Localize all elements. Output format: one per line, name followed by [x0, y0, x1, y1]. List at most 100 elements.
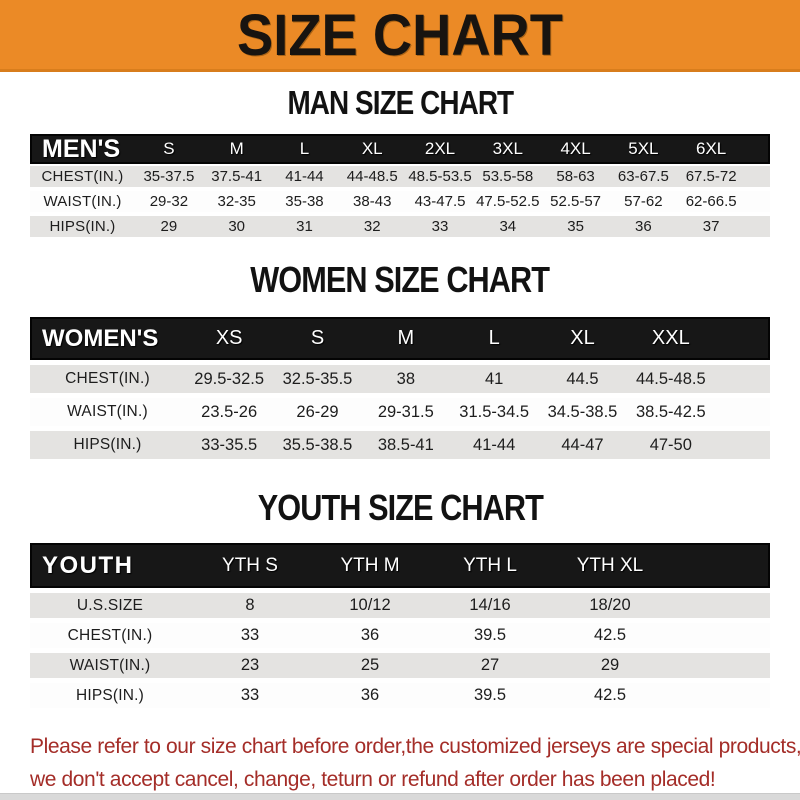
size-value-cell: 44.5 — [566, 369, 599, 388]
header-spacer — [745, 134, 770, 164]
size-value-cell: 47-50 — [649, 435, 692, 454]
size-table: WOMEN'S XS S M L XL XXL CHEST(IN.) 29.5-32.5 32.… — [30, 317, 770, 459]
size-chart-section: MAN SIZE CHART MEN'S S M L XL 2XL 3XL 4XL 5XL 6XL… — [0, 85, 800, 237]
column-header: 6XL — [696, 139, 727, 158]
size-value-cell: 63-67.5 — [617, 168, 669, 185]
size-value-cell: 52.5-57 — [550, 193, 602, 210]
size-value-cell: 36 — [360, 686, 380, 704]
row-spacer — [745, 216, 770, 237]
size-value-cell: 47.5-52.5 — [476, 193, 540, 210]
page-title: SIZE CHART — [237, 1, 563, 68]
size-value-cell: 42.5 — [593, 626, 627, 644]
section-heading-text: MAN SIZE CHART — [287, 85, 514, 122]
size-value-cell: 41-44 — [473, 435, 516, 454]
row-spacer — [670, 593, 770, 618]
size-value-cell: 39.5 — [473, 626, 507, 644]
table-body: CHEST(IN.) 29.5-32.5 32.5-35.5 38 41 44.5 44.5… — [30, 365, 770, 459]
size-value-cell: 38-43 — [353, 193, 392, 210]
size-value-cell: 35.5-38.5 — [282, 435, 353, 454]
size-value-cell: 33-35.5 — [201, 435, 258, 454]
charts-container: MAN SIZE CHART MEN'S S M L XL 2XL 3XL 4XL 5XL 6XL… — [0, 85, 800, 708]
footer-line-1: Please refer to our size chart before or… — [30, 735, 800, 758]
row-spacer — [715, 365, 770, 393]
size-chart-section: WOMEN SIZE CHART WOMEN'S XS S M L XL XXL CHEST… — [0, 259, 800, 459]
header-spacer — [670, 543, 770, 588]
row-label: HIPS(IN.) — [75, 686, 145, 704]
size-value-cell: 38.5-42.5 — [635, 402, 706, 421]
table-header-row: WOMEN'S XS S M L XL XXL — [30, 317, 770, 360]
column-header: L — [488, 327, 500, 349]
size-value-cell: 30 — [228, 218, 246, 235]
size-value-cell: 37.5-41 — [211, 168, 263, 185]
column-header: XS — [215, 327, 243, 349]
column-header: S — [163, 139, 175, 158]
column-header: 3XL — [492, 139, 523, 158]
size-value-cell: 27 — [480, 656, 500, 674]
table-row: WAIST(IN.) 23.5-26 26-29 29-31.5 31.5-34.5 34… — [30, 398, 770, 426]
size-value-cell: 23 — [240, 656, 260, 674]
size-value-cell: 25 — [360, 656, 380, 674]
table-row: CHEST(IN.) 33 36 39.5 42.5 — [30, 623, 770, 648]
size-value-cell: 36 — [360, 626, 380, 644]
size-value-cell: 35-38 — [285, 193, 324, 210]
size-value-cell: 32-35 — [217, 193, 256, 210]
table-group-label: MEN'S — [42, 134, 121, 163]
size-value-cell: 29-31.5 — [377, 402, 434, 421]
banner: SIZE CHART — [0, 0, 800, 72]
header-spacer — [715, 317, 770, 360]
table-row: HIPS(IN.) 29 30 31 32 33 34 35 36 37 — [30, 216, 770, 237]
size-value-cell: 10/12 — [349, 596, 391, 614]
column-header: YTH XL — [576, 554, 644, 576]
table-header-row: YOUTH YTH S YTH M YTH L YTH XL — [30, 543, 770, 588]
size-value-cell: 41 — [484, 369, 504, 388]
size-value-cell: 44.5-48.5 — [635, 369, 706, 388]
section-heading: WOMEN SIZE CHART — [0, 259, 800, 300]
size-value-cell: 8 — [245, 596, 255, 614]
size-value-cell: 38.5-41 — [377, 435, 434, 454]
row-spacer — [715, 431, 770, 459]
row-label: CHEST(IN.) — [41, 168, 124, 185]
column-header: 4XL — [560, 139, 591, 158]
row-label: WAIST(IN.) — [43, 193, 122, 210]
size-value-cell: 58-63 — [556, 168, 595, 185]
row-label: WAIST(IN.) — [69, 656, 151, 674]
size-value-cell: 29.5-32.5 — [194, 369, 265, 388]
table-group-label: WOMEN'S — [42, 324, 159, 352]
size-value-cell: 29 — [160, 218, 178, 235]
size-value-cell: 29 — [600, 656, 620, 674]
size-value-cell: 53.5-58 — [482, 168, 534, 185]
size-value-cell: 31.5-34.5 — [459, 402, 530, 421]
size-value-cell: 29-32 — [149, 193, 189, 210]
column-header: S — [310, 327, 325, 349]
table-body: CHEST(IN.) 35-37.5 37.5-41 41-44 44-48.5 48.5… — [30, 166, 770, 237]
size-value-cell: 33 — [240, 686, 260, 704]
table-row: WAIST(IN.) 23 25 27 29 — [30, 653, 770, 678]
size-value-cell: 32.5-35.5 — [282, 369, 353, 388]
section-heading-text: WOMEN SIZE CHART — [250, 259, 551, 300]
footer-line-2: we don't accept cancel, change, teturn o… — [30, 768, 716, 791]
table-body: U.S.SIZE 8 10/12 14/16 18/20 CHEST(IN.) 33 36 39… — [30, 593, 770, 708]
row-label: U.S.SIZE — [76, 596, 144, 614]
table-row: HIPS(IN.) 33 36 39.5 42.5 — [30, 683, 770, 708]
row-label: WAIST(IN.) — [67, 403, 148, 420]
size-value-cell: 37 — [702, 218, 720, 235]
column-header: YTH M — [340, 554, 400, 576]
size-value-cell: 48.5-53.5 — [408, 168, 472, 185]
table-row: HIPS(IN.) 33-35.5 35.5-38.5 38.5-41 41-44 44-… — [30, 431, 770, 459]
size-value-cell: 35-37.5 — [143, 168, 195, 185]
column-header: XL — [570, 327, 595, 349]
size-value-cell: 41-44 — [285, 168, 324, 185]
bottom-strip — [0, 793, 800, 800]
size-value-cell: 44-47 — [561, 435, 604, 454]
column-header: 2XL — [424, 139, 456, 158]
size-chart-section: YOUTH SIZE CHART YOUTH YTH S YTH M YTH L YTH… — [0, 487, 800, 708]
table-header-row: MEN'S S M L XL 2XL 3XL 4XL 5XL 6XL — [30, 134, 770, 164]
column-header: XXL — [651, 327, 690, 349]
size-value-cell: 32 — [363, 218, 381, 235]
size-value-cell: 33 — [431, 218, 449, 235]
row-spacer — [745, 166, 770, 187]
row-spacer — [670, 653, 770, 678]
column-header: YTH S — [222, 554, 278, 576]
table-row: WAIST(IN.) 29-32 32-35 35-38 38-43 43-47.5 47.… — [30, 191, 770, 212]
footer-note: Please refer to our size chart before or… — [30, 732, 800, 794]
